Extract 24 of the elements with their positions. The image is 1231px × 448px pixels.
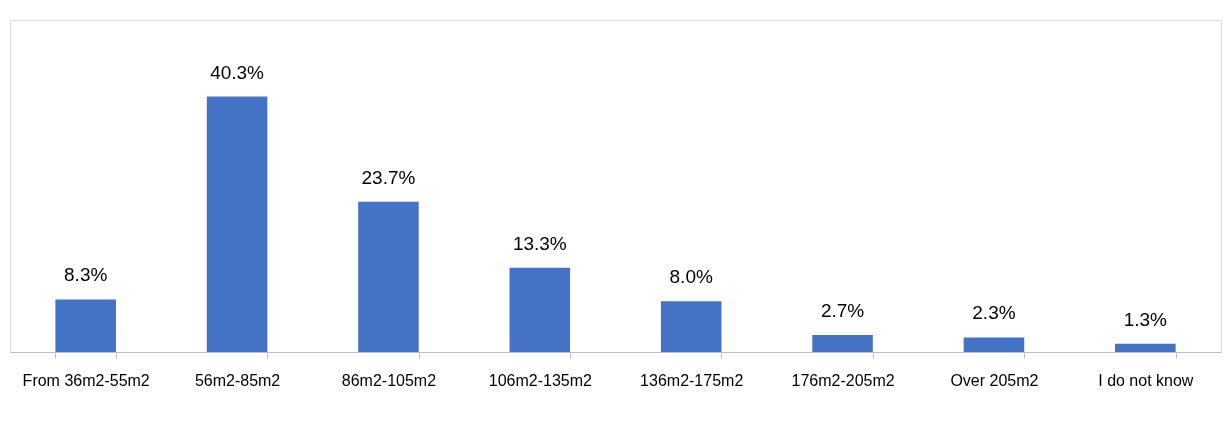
x-tick-label: Over 205m2 [950, 371, 1039, 389]
bar [812, 334, 873, 352]
data-label: 1.3% [1123, 308, 1168, 330]
x-tick-label: 56m2-85m2 [194, 371, 281, 389]
x-tick-label: 176m2-205m2 [791, 371, 895, 389]
bar [55, 299, 116, 352]
data-label: 2.3% [972, 302, 1016, 324]
bar [509, 267, 571, 352]
data-label: 23.7% [361, 166, 416, 188]
data-label: 13.3% [512, 232, 567, 254]
x-tick-label: 136m2-175m2 [640, 371, 744, 389]
x-tick-label: From 36m2-55m2 [22, 371, 150, 389]
data-label: 2.7% [820, 299, 865, 321]
bar [206, 96, 268, 352]
x-tick-label: 106m2-135m2 [488, 371, 592, 389]
data-label: 8.3% [64, 264, 108, 286]
x-tick-label: 86m2-105m2 [341, 371, 437, 389]
bar [660, 301, 722, 352]
data-label: 40.3% [210, 61, 265, 83]
bar [963, 337, 1025, 352]
x-tick-label: I do not know [1098, 371, 1194, 389]
data-label: 8.0% [669, 266, 713, 288]
bar [358, 201, 419, 352]
bar [1115, 343, 1176, 352]
